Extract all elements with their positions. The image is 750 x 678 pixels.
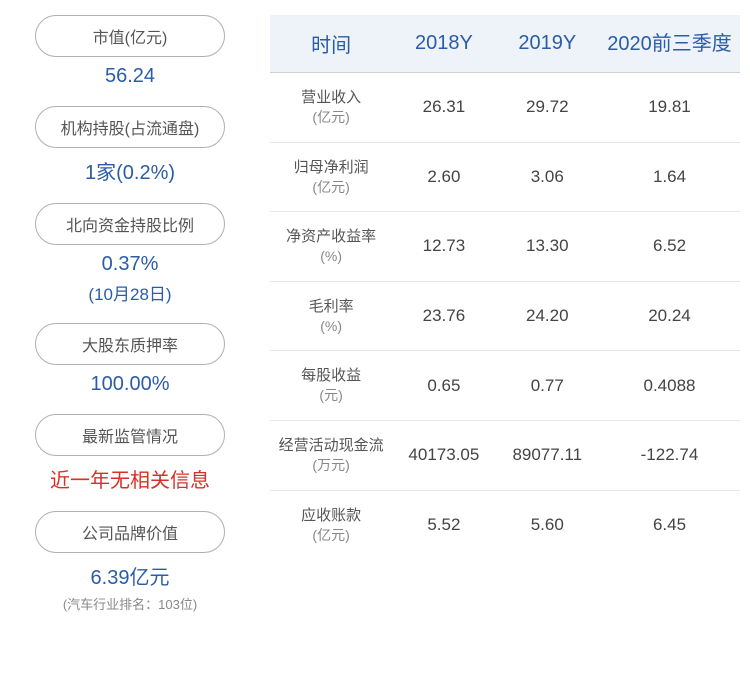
col-2020q3: 2020前三季度	[599, 15, 740, 73]
table-row: 每股收益(元)0.650.770.4088	[270, 351, 740, 421]
metric-name-cell: 应收账款(亿元)	[270, 490, 392, 559]
table-row: 归母净利润(亿元)2.603.061.64	[270, 142, 740, 212]
value-cell: 6.45	[599, 490, 740, 559]
value-cell: 40173.05	[392, 420, 495, 490]
value-cell: 24.20	[496, 281, 599, 351]
metric-name-cell: 营业收入(亿元)	[270, 73, 392, 143]
value-cell: 5.60	[496, 490, 599, 559]
metric-pill: 机构持股(占流通盘)	[35, 106, 225, 148]
table-header-row: 时间 2018Y 2019Y 2020前三季度	[270, 15, 740, 73]
value-cell: 5.52	[392, 490, 495, 559]
value-cell: 2.60	[392, 142, 495, 212]
col-time: 时间	[270, 15, 392, 73]
value-cell: 26.31	[392, 73, 495, 143]
value-cell: 13.30	[496, 212, 599, 282]
metric-pill: 北向资金持股比例	[35, 203, 225, 245]
left-metrics-panel: 市值(亿元) 56.24 机构持股(占流通盘) 1家(0.2%) 北向资金持股比例 0.3…	[10, 15, 250, 631]
metric-pill: 最新监管情况	[35, 414, 225, 456]
value-cell: 19.81	[599, 73, 740, 143]
value-cell: 0.77	[496, 351, 599, 421]
value-cell: -122.74	[599, 420, 740, 490]
metric-name-cell: 每股收益(元)	[270, 351, 392, 421]
metric-value: 56.24	[105, 65, 155, 88]
metric-pill: 公司品牌价值	[35, 511, 225, 553]
metric-pill: 市值(亿元)	[35, 15, 225, 57]
col-2018: 2018Y	[392, 15, 495, 73]
metric-note: (汽车行业排名：103位)	[63, 594, 197, 613]
value-cell: 20.24	[599, 281, 740, 351]
table-row: 毛利率(%)23.7624.2020.24	[270, 281, 740, 351]
value-cell: 6.52	[599, 212, 740, 282]
value-cell: 1.64	[599, 142, 740, 212]
value-cell: 29.72	[496, 73, 599, 143]
financial-table-panel: 时间 2018Y 2019Y 2020前三季度 营业收入(亿元)26.3129.…	[270, 15, 740, 631]
value-cell: 23.76	[392, 281, 495, 351]
metric-name-cell: 经营活动现金流(万元)	[270, 420, 392, 490]
table-row: 应收账款(亿元)5.525.606.45	[270, 490, 740, 559]
metric-value: 6.39亿元	[91, 561, 170, 590]
metric-value: 100.00%	[91, 373, 170, 396]
value-cell: 89077.11	[496, 420, 599, 490]
value-cell: 3.06	[496, 142, 599, 212]
table-row: 净资产收益率(%)12.7313.306.52	[270, 212, 740, 282]
value-cell: 0.4088	[599, 351, 740, 421]
financial-table: 时间 2018Y 2019Y 2020前三季度 营业收入(亿元)26.3129.…	[270, 15, 740, 559]
metric-sub: (10月28日)	[88, 280, 171, 305]
value-cell: 12.73	[392, 212, 495, 282]
metric-name-cell: 归母净利润(亿元)	[270, 142, 392, 212]
table-row: 营业收入(亿元)26.3129.7219.81	[270, 73, 740, 143]
table-row: 经营活动现金流(万元)40173.0589077.11-122.74	[270, 420, 740, 490]
metric-value: 0.37%	[102, 253, 159, 276]
metric-value: 近一年无相关信息	[50, 464, 210, 493]
metric-pill: 大股东质押率	[35, 323, 225, 365]
col-2019: 2019Y	[496, 15, 599, 73]
metric-name-cell: 毛利率(%)	[270, 281, 392, 351]
value-cell: 0.65	[392, 351, 495, 421]
metric-name-cell: 净资产收益率(%)	[270, 212, 392, 282]
metric-value: 1家(0.2%)	[85, 156, 175, 185]
table-body: 营业收入(亿元)26.3129.7219.81归母净利润(亿元)2.603.06…	[270, 73, 740, 560]
